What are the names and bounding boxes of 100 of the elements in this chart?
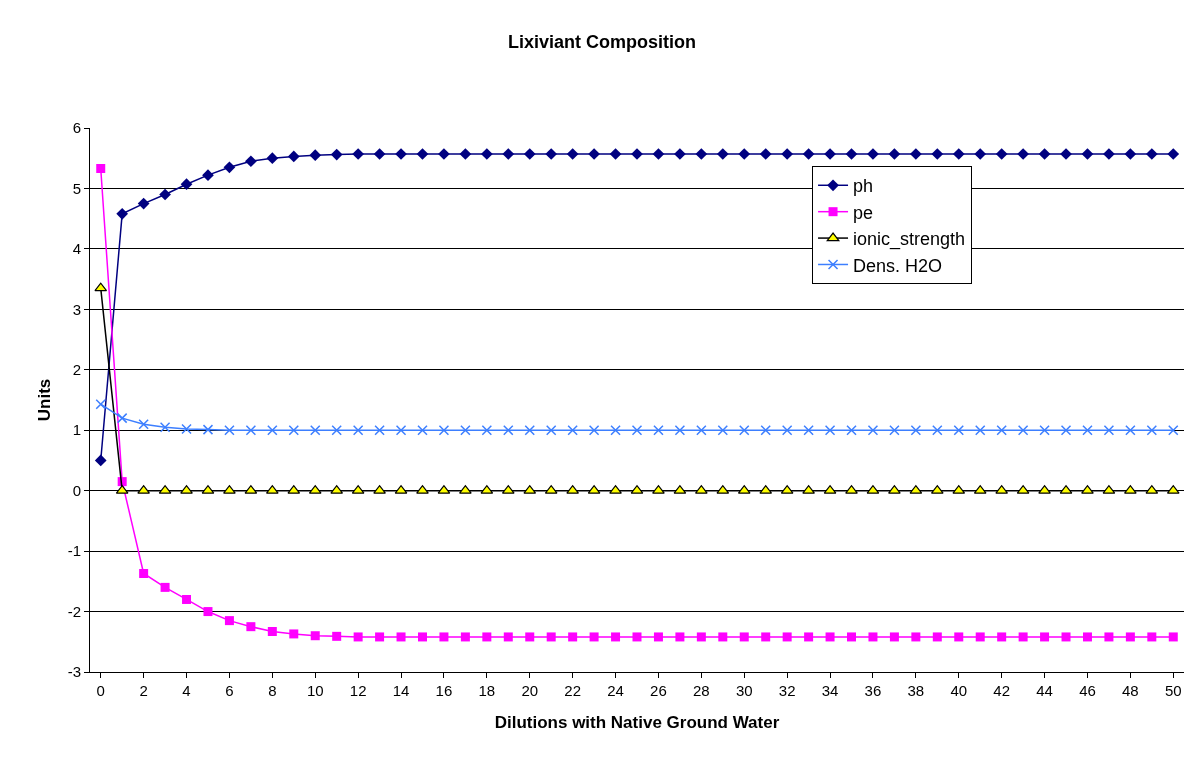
- point: [139, 568, 149, 578]
- point: [245, 155, 257, 168]
- point: [760, 424, 771, 436]
- x-tick-label: 6: [225, 682, 234, 699]
- point: [224, 616, 234, 626]
- x-tick-label: 22: [564, 682, 581, 699]
- y-tick-label: 1: [72, 421, 81, 439]
- point: [803, 424, 814, 436]
- point: [632, 632, 642, 642]
- point: [502, 148, 515, 160]
- point: [481, 424, 493, 436]
- x-tick-label: 12: [349, 682, 367, 699]
- point: [374, 424, 385, 436]
- point: [138, 418, 149, 430]
- x-tick-label: 2: [139, 682, 148, 699]
- point: [1017, 424, 1029, 436]
- point: [674, 424, 686, 436]
- x-tick-label: 4: [182, 682, 191, 699]
- point: [717, 424, 729, 436]
- x-tick-label: 8: [268, 682, 277, 699]
- point: [267, 424, 278, 436]
- point: [759, 148, 772, 160]
- point: [203, 607, 213, 617]
- x-tick-label: 16: [435, 682, 453, 699]
- point: [997, 632, 1007, 642]
- point: [910, 148, 922, 160]
- point: [996, 424, 1007, 436]
- point: [675, 632, 685, 642]
- point: [911, 632, 921, 642]
- point: [868, 632, 878, 642]
- point: [995, 148, 1008, 160]
- point: [352, 148, 364, 160]
- point: [931, 148, 944, 160]
- point: [696, 632, 706, 642]
- point: [182, 594, 192, 604]
- point: [180, 178, 193, 191]
- point: [137, 197, 150, 210]
- point: [95, 398, 106, 410]
- point: [160, 582, 170, 592]
- point: [375, 632, 385, 642]
- point: [94, 282, 108, 292]
- point: [782, 632, 792, 642]
- point: [545, 148, 558, 160]
- point: [438, 424, 450, 436]
- point: [566, 148, 579, 160]
- point: [653, 632, 663, 642]
- point: [181, 423, 192, 435]
- point: [975, 632, 985, 642]
- point: [652, 148, 665, 160]
- point: [610, 424, 621, 436]
- point: [953, 424, 965, 436]
- point: [1060, 424, 1072, 436]
- y-tick-label: -1: [67, 542, 81, 560]
- point: [439, 632, 449, 642]
- y-tick-label: -3: [67, 663, 81, 681]
- point: [653, 424, 664, 436]
- point: [846, 424, 857, 436]
- x-tick-label: 18: [478, 682, 496, 699]
- point: [289, 629, 299, 639]
- point: [974, 424, 986, 436]
- y-tick-label: -2: [67, 602, 81, 620]
- point: [611, 632, 621, 642]
- point: [739, 424, 750, 436]
- point: [224, 424, 235, 436]
- point: [460, 424, 471, 436]
- point: [1018, 632, 1028, 642]
- point: [568, 632, 578, 642]
- point: [802, 148, 815, 160]
- point: [589, 632, 599, 642]
- point: [588, 424, 600, 436]
- point: [781, 424, 793, 436]
- point: [695, 148, 708, 160]
- point: [159, 188, 171, 201]
- point: [288, 424, 300, 436]
- point: [545, 424, 557, 436]
- x-tick-label: 28: [693, 682, 710, 699]
- x-tick-label: 48: [1122, 682, 1139, 699]
- point: [1167, 148, 1180, 160]
- point: [910, 424, 922, 436]
- point: [332, 631, 342, 641]
- x-tick-label: 34: [821, 682, 839, 699]
- point: [781, 148, 794, 160]
- x-tick-label: 32: [778, 682, 796, 699]
- point: [739, 632, 749, 642]
- point: [932, 424, 943, 436]
- y-tick-label: 3: [72, 300, 81, 318]
- point: [245, 424, 257, 436]
- point: [266, 152, 279, 165]
- x-tick-label: 38: [907, 682, 925, 699]
- point: [1146, 424, 1158, 436]
- point: [1039, 424, 1050, 436]
- point: [417, 424, 428, 436]
- point: [1082, 632, 1092, 642]
- point: [867, 424, 879, 436]
- point: [845, 148, 858, 160]
- x-tick-label: 40: [950, 682, 968, 699]
- point: [954, 632, 964, 642]
- point: [480, 148, 493, 160]
- legend-label: pe: [853, 202, 874, 223]
- point: [1038, 148, 1051, 160]
